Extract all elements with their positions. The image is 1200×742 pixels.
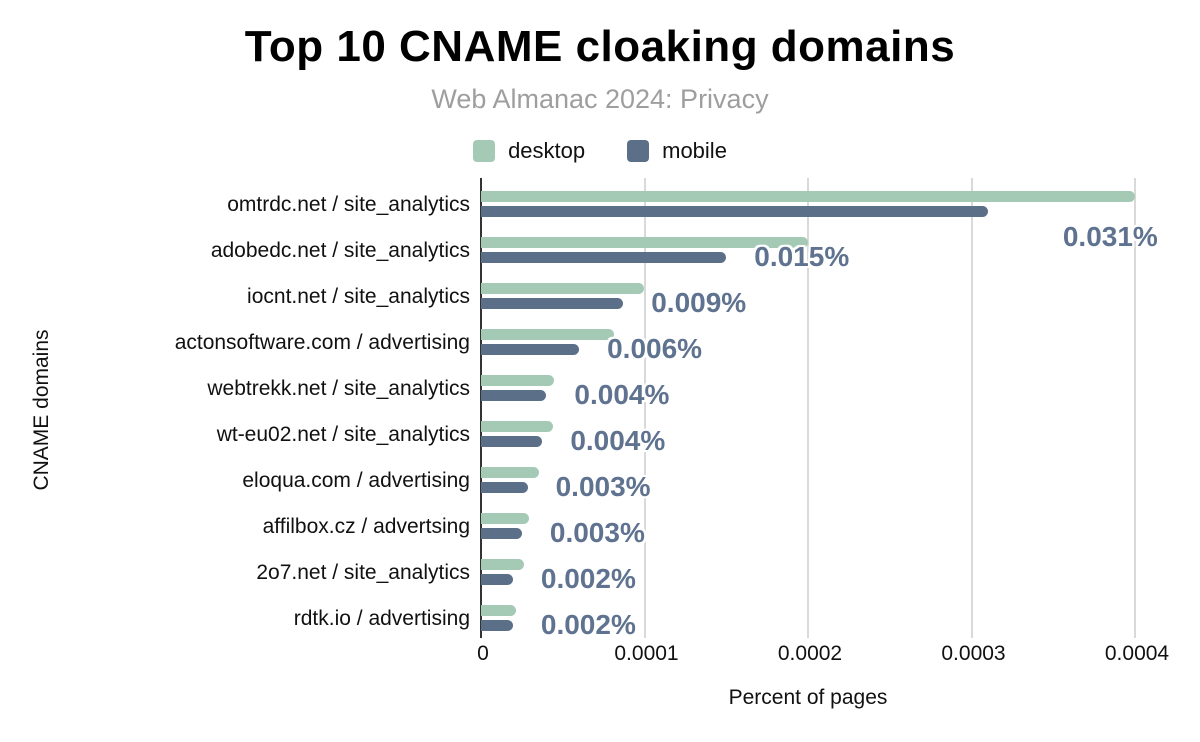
legend-label-desktop: desktop xyxy=(508,138,586,163)
value-label: 0.009% xyxy=(651,287,747,318)
category-label: wt-eu02.net / site_analytics xyxy=(216,423,470,446)
bar-mobile xyxy=(481,436,543,447)
category-label: actonsoftware.com / advertising xyxy=(174,331,470,354)
bar-desktop xyxy=(481,559,524,570)
legend: desktop mobile xyxy=(0,138,1200,164)
chart-subtitle: Web Almanac 2024: Privacy xyxy=(431,84,769,114)
bar-desktop xyxy=(481,283,644,294)
desktop-swatch-icon xyxy=(473,140,496,162)
x-tick-label: 0.0002 xyxy=(777,642,843,665)
value-label: 0.003% xyxy=(549,517,645,548)
x-tick-label: 0 xyxy=(477,642,489,665)
mobile-swatch-icon xyxy=(627,140,650,162)
bar-mobile xyxy=(481,620,513,631)
bar-desktop xyxy=(481,605,517,616)
category-label: affilbox.cz / advertsing xyxy=(262,515,470,538)
gridline xyxy=(1134,178,1136,638)
chart-title: Top 10 CNAME cloaking domains xyxy=(244,22,956,71)
bar-mobile xyxy=(481,482,528,493)
bar-desktop xyxy=(481,329,615,340)
value-label: 0.003% xyxy=(555,471,651,502)
bar-desktop xyxy=(481,421,553,432)
legend-item-desktop: desktop xyxy=(473,138,585,164)
category-label: iocnt.net / site_analytics xyxy=(247,285,470,308)
value-label: 0.015% xyxy=(754,241,850,272)
category-label: webtrekk.net / site_analytics xyxy=(207,377,470,400)
bar-desktop xyxy=(481,237,808,248)
x-tick-label: 0.0001 xyxy=(614,642,679,665)
legend-label-mobile: mobile xyxy=(662,138,727,163)
x-tick-label: 0.0004 xyxy=(1104,642,1170,665)
value-label: 0.031% xyxy=(1062,221,1158,252)
category-label: adobedc.net / site_analytics xyxy=(210,239,470,262)
bar-desktop xyxy=(481,191,1135,202)
bar-mobile xyxy=(481,206,988,217)
legend-item-mobile: mobile xyxy=(627,138,727,164)
category-label: omtrdc.net / site_analytics xyxy=(227,193,470,216)
bar-desktop xyxy=(481,513,530,524)
bar-mobile xyxy=(481,252,727,263)
category-label: 2o7.net / site_analytics xyxy=(256,561,470,584)
value-label: 0.002% xyxy=(540,563,636,594)
bar-mobile xyxy=(481,574,513,585)
bar-mobile xyxy=(481,344,580,355)
y-axis-title: CNAME domains xyxy=(30,329,53,491)
category-label: rdtk.io / advertising xyxy=(293,607,470,630)
value-label: 0.004% xyxy=(574,379,670,410)
x-tick-label: 0.0003 xyxy=(941,642,1006,665)
bar-mobile xyxy=(481,528,522,539)
value-label: 0.004% xyxy=(570,425,666,456)
bar-mobile xyxy=(481,390,547,401)
category-label: eloqua.com / advertising xyxy=(242,469,470,492)
gridline xyxy=(643,178,646,638)
value-label: 0.006% xyxy=(607,333,703,364)
bar-desktop xyxy=(481,467,539,478)
value-label: 0.002% xyxy=(540,609,636,640)
x-axis-title: Percent of pages xyxy=(728,686,888,709)
y-axis-line xyxy=(480,178,482,638)
bar-mobile xyxy=(481,298,624,309)
gridline xyxy=(807,178,809,638)
bar-desktop xyxy=(481,375,555,386)
gridline xyxy=(970,178,973,638)
